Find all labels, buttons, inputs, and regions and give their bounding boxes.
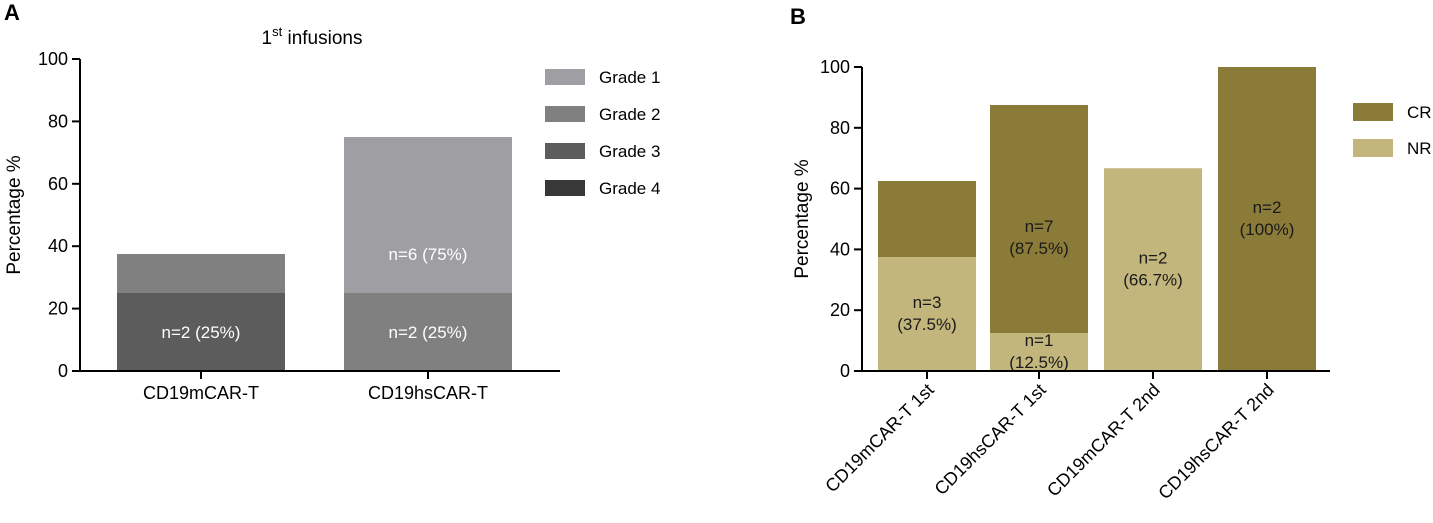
legend-label: CR — [1407, 103, 1432, 122]
y-tick-label: 100 — [820, 57, 850, 77]
panel-a-y-axis-label: Percentage % — [4, 155, 25, 274]
bar-data-label: n=6 (75%) — [389, 245, 468, 264]
y-tick-label: 40 — [830, 239, 850, 259]
legend-swatch-grade-1 — [545, 69, 585, 85]
bar-data-label: n=7 (87.5%) — [1009, 217, 1069, 258]
y-tick-label: 60 — [830, 179, 850, 199]
x-tick-label: CD19hsCAR-T 1st — [931, 380, 1050, 499]
y-tick-label: 20 — [830, 300, 850, 320]
legend-label: Grade 3 — [599, 142, 660, 161]
bar-data-label: n=2 (66.7%) — [1123, 249, 1183, 290]
panel-a-label: A — [4, 0, 20, 25]
x-tick-label: CD19hsCAR-T 2nd — [1154, 380, 1278, 504]
legend-label: Grade 2 — [599, 105, 660, 124]
legend-label: NR — [1407, 139, 1432, 158]
x-tick-label: CD19mCAR-T — [143, 383, 259, 403]
y-tick-label: 0 — [58, 361, 68, 381]
legend-swatch-grade-4 — [545, 180, 585, 196]
legend-swatch-nr — [1353, 139, 1393, 157]
bar-nr-1 — [878, 257, 976, 371]
y-tick-label: 100 — [38, 49, 68, 69]
legend-swatch-grade-3 — [545, 143, 585, 159]
legend-label: Grade 1 — [599, 68, 660, 87]
bar-data-label: n=2 (25%) — [389, 323, 468, 342]
bar-nr-2 — [990, 333, 1088, 371]
y-tick-label: 40 — [48, 236, 68, 256]
bar-data-label: n=2 (25%) — [162, 323, 241, 342]
panel-b-y-axis-label: Percentage % — [792, 159, 813, 278]
bar-data-label: n=1 (12.5%) — [1009, 331, 1069, 372]
legend-label: Grade 4 — [599, 179, 660, 198]
legend-swatch-grade-2 — [545, 106, 585, 122]
panel-a: A 1st infusions Percentage % n=3 (37.5%)… — [4, 0, 660, 403]
x-tick-label: CD19mCAR-T 1st — [821, 380, 937, 496]
y-tick-label: 0 — [840, 361, 850, 381]
panel-a-title: 1st infusions — [262, 24, 363, 49]
legend-swatch-cr — [1353, 103, 1393, 121]
bar-grade-2-2 — [344, 293, 512, 371]
bar-data-label: n=2 (100%) — [1240, 198, 1295, 239]
bar-cr-4 — [1218, 67, 1316, 371]
x-tick-label: CD19hsCAR-T — [368, 383, 488, 403]
bar-data-label: n=3 (37.5%) — [897, 293, 957, 334]
bar-nr-3 — [1104, 168, 1202, 371]
bar-grade-3-1 — [117, 293, 285, 371]
y-tick-label: 60 — [48, 174, 68, 194]
y-tick-label: 80 — [48, 111, 68, 131]
bar-cr-2 — [990, 105, 1088, 371]
x-tick-label: CD19mCAR-T 2nd — [1043, 380, 1164, 501]
y-tick-label: 80 — [830, 118, 850, 138]
panel-b: B Percentage % n=5(62.5%)n=3(37.5%)n=7(8… — [790, 4, 1432, 503]
panel-b-label: B — [790, 4, 806, 29]
y-tick-label: 20 — [48, 299, 68, 319]
